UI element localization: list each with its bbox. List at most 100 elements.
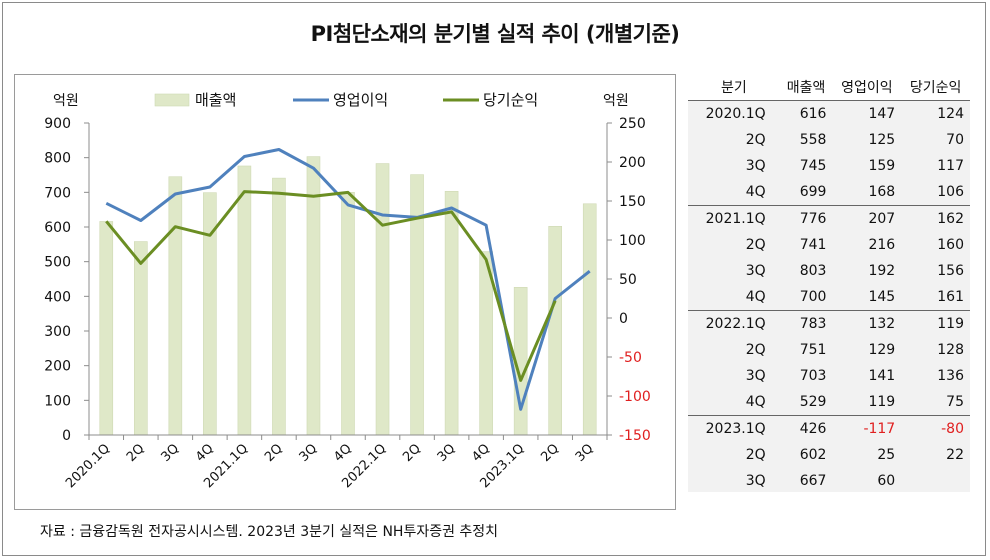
chart: 0 100 200 300 400 500 600 700 800 900 -150 -100 -50 0… [44, 91, 651, 491]
value-cell: 803 [799, 263, 827, 279]
value-cell: 156 [937, 263, 964, 279]
bar-7 [306, 156, 321, 436]
value-cell: 207 [832, 205, 902, 232]
bar-1 [99, 221, 114, 436]
value-cell: 147 [868, 106, 896, 122]
value-cell: 125 [868, 132, 896, 148]
table-row: 3Q 745 159 117 [688, 153, 970, 179]
x-tick-label: 2Q [124, 441, 148, 465]
line-series-1 [105, 148, 591, 411]
x-tick-label: 2Q [262, 441, 286, 465]
value-cell: 783 [779, 310, 833, 337]
value-cell: 132 [832, 310, 902, 337]
value-cell: 136 [937, 368, 964, 384]
table-header-cell: 매출액 [779, 74, 833, 101]
chart-panel: 0 100 200 300 400 500 600 700 800 900 -150 -100 -50 0… [14, 74, 676, 510]
value-cell [901, 468, 970, 494]
bar-3 [168, 176, 183, 436]
bar-11 [444, 190, 459, 436]
left-tick-label: 300 [44, 324, 71, 340]
table-row: 3Q 703 141 136 [688, 363, 970, 389]
legend-label: 영업이익 [333, 91, 388, 109]
left-tick-label: 200 [44, 359, 71, 375]
value-cell: 700 [799, 289, 827, 305]
bar-5 [237, 165, 252, 436]
right-tick-label: 250 [619, 116, 646, 132]
data-table-panel: 분기 매출액 영업이익 당기순익 2020.1Q 616 147 124 2Q 558 125 70… [688, 74, 970, 492]
data-table: 분기 매출액 영업이익 당기순익 2020.1Q 616 147 124 2Q 558 125 70… [688, 74, 970, 494]
quarter-cell: 2Q [745, 342, 766, 358]
quarter-cell: 3Q [745, 263, 766, 279]
right-tick-label: -50 [619, 350, 642, 366]
table-row: 2Q 741 216 160 [688, 232, 970, 258]
source-note: 자료 : 금융감독원 전자공시시스템. 2023년 3분기 실적은 NH투자증권… [40, 524, 499, 540]
table-row: 2021.1Q 776 207 162 [688, 205, 970, 232]
value-cell: 703 [799, 368, 827, 384]
value-cell: 529 [799, 394, 827, 410]
value-cell: 162 [901, 205, 970, 232]
table-row: 3Q 803 192 156 [688, 258, 970, 284]
value-cell: 160 [937, 237, 964, 253]
quarter-cell: 2023.1Q [688, 415, 780, 442]
left-axis-unit: 억원 [53, 93, 79, 109]
value-cell: 60 [877, 473, 896, 489]
value-cell: 25 [877, 447, 896, 463]
left-tick-label: 100 [44, 393, 71, 409]
right-tick-label: -150 [619, 428, 651, 444]
value-cell: 216 [868, 237, 896, 253]
table-row: 4Q 700 145 161 [688, 284, 970, 311]
x-tick-label: 4Q [193, 441, 217, 465]
table-row: 4Q 529 119 75 [688, 389, 970, 416]
value-cell: 776 [779, 205, 833, 232]
right-tick-label: 100 [619, 233, 646, 249]
right-tick-label: 200 [619, 155, 646, 171]
table-row: 3Q 667 60 [688, 468, 970, 494]
quarter-cell: 4Q [745, 394, 766, 410]
value-cell: 168 [868, 184, 896, 200]
value-cell: 558 [799, 132, 827, 148]
left-tick-label: 500 [44, 255, 71, 271]
quarter-cell: 2020.1Q [705, 106, 766, 122]
value-cell: 159 [868, 158, 896, 174]
value-cell: 699 [799, 184, 827, 200]
x-tick-label: 3Q [297, 441, 321, 465]
table-row: 2Q 602 25 22 [688, 442, 970, 468]
value-cell: 751 [799, 342, 827, 358]
left-tick-label: 400 [44, 289, 71, 305]
x-tick-label: 4Q [331, 441, 355, 465]
bar-8 [341, 192, 355, 436]
quarter-cell: 3Q [745, 158, 766, 174]
left-tick-label: 600 [44, 220, 71, 236]
legend-label: 당기순익 [483, 91, 538, 109]
x-tick-label: 2Q [400, 441, 424, 465]
x-tick-label: 4Q [469, 441, 493, 465]
value-cell: 117 [937, 158, 964, 174]
value-cell: 119 [901, 310, 970, 337]
quarter-cell: 2021.1Q [688, 205, 780, 232]
left-tick-label: 900 [44, 116, 71, 132]
left-tick-label: 0 [62, 428, 71, 444]
line-series-2 [105, 190, 557, 382]
table-header-cell: 분기 [688, 74, 780, 101]
quarter-cell: 2Q [745, 237, 766, 253]
value-cell: 119 [868, 394, 896, 410]
value-cell: 616 [799, 106, 827, 122]
value-cell: 192 [868, 263, 896, 279]
quarter-cell: 2Q [745, 132, 766, 148]
quarter-cell: 4Q [745, 289, 766, 305]
x-tick-label: 2Q [538, 441, 562, 465]
x-tick-label: 3Q [573, 441, 597, 465]
right-tick-label: 150 [619, 194, 646, 210]
table-row: 2Q 751 129 128 [688, 337, 970, 363]
quarter-cell: 4Q [745, 184, 766, 200]
right-tick-label: 50 [619, 272, 637, 288]
value-cell: 75 [946, 394, 964, 410]
bar-9 [375, 163, 390, 436]
bar-2 [134, 241, 148, 436]
right-tick-label: 0 [619, 311, 628, 327]
table-row: 2023.1Q 426 -117 -80 [688, 415, 970, 442]
bar-6 [272, 177, 286, 436]
quarter-cell: 2Q [745, 447, 766, 463]
value-cell: 426 [779, 415, 833, 442]
